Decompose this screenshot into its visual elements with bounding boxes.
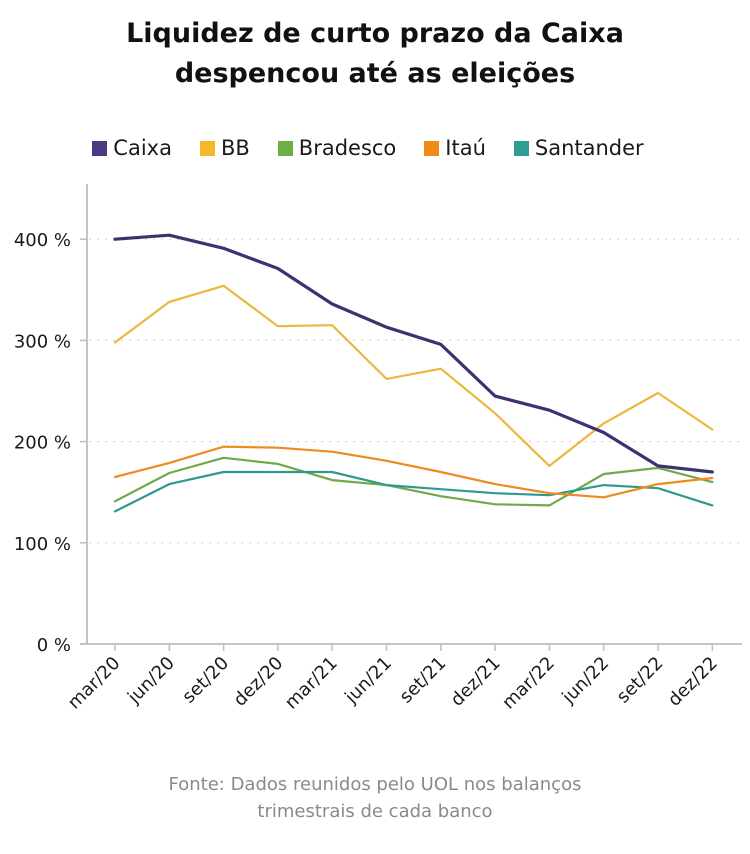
x-tick-label: dez/21 bbox=[447, 653, 505, 711]
chart-title-line-2: despencou até as eleições bbox=[174, 58, 576, 89]
legend-item-bb: BB bbox=[199, 136, 250, 160]
series-lines bbox=[113, 233, 714, 513]
x-tick-label: jun/20 bbox=[123, 653, 179, 709]
x-tick-label: set/22 bbox=[613, 653, 668, 708]
x-tick-label: set/21 bbox=[396, 653, 451, 708]
x-tick-label: jun/22 bbox=[558, 653, 614, 709]
legend-label-itau: Itaú bbox=[445, 136, 486, 160]
y-tick-label: 100 % bbox=[14, 534, 71, 555]
line-chart: 0 %100 %200 %300 %400 % mar/20 jun/20 set/… bbox=[14, 184, 742, 713]
series-line-santander bbox=[113, 470, 714, 513]
legend-label-caixa: Caixa bbox=[113, 136, 172, 160]
legend-swatch-bb bbox=[199, 140, 215, 156]
legend-item-itau: Itaú bbox=[424, 136, 486, 160]
y-ticks: 0 % 100 % 200 % 300 % 400 % bbox=[14, 230, 87, 656]
chart-title: Liquidez de curto prazo da Caixa despenc… bbox=[0, 14, 750, 94]
y-tick-label: 0 % bbox=[37, 635, 71, 656]
source-note-line-2: trimestrais de cada banco bbox=[257, 801, 493, 822]
legend-item-santander: Santander bbox=[513, 136, 644, 160]
source-note-line-1: Fonte: Dados reunidos pelo UOL nos balan… bbox=[168, 774, 582, 795]
legend-label-santander: Santander bbox=[534, 136, 644, 160]
x-tick-label: mar/21 bbox=[281, 653, 342, 714]
x-tick-label: mar/20 bbox=[64, 653, 125, 714]
x-tick-label: set/20 bbox=[178, 653, 233, 708]
series-line-itau bbox=[113, 445, 714, 499]
chart-title-line-1: Liquidez de curto prazo da Caixa bbox=[126, 18, 624, 49]
legend-swatch-caixa bbox=[92, 140, 108, 156]
legend-swatch-santander bbox=[513, 140, 529, 156]
x-tick-label: dez/20 bbox=[230, 653, 288, 711]
legend-item-bradesco: Bradesco bbox=[277, 136, 397, 160]
legend-item-caixa: Caixa bbox=[92, 136, 172, 160]
legend-label-bb: BB bbox=[220, 136, 250, 160]
y-tick-label: 200 % bbox=[14, 433, 71, 454]
series-line-bradesco bbox=[113, 456, 714, 507]
legend-swatch-itau bbox=[424, 140, 440, 156]
y-tick-label: 300 % bbox=[14, 331, 71, 352]
axes bbox=[80, 184, 742, 645]
series-line-bb bbox=[113, 284, 714, 467]
source-note: Fonte: Dados reunidos pelo UOL nos balan… bbox=[0, 771, 750, 825]
y-tick-label: 400 % bbox=[14, 230, 71, 251]
x-tick-label: dez/22 bbox=[664, 653, 722, 711]
x-tick-label: mar/22 bbox=[498, 653, 559, 714]
legend: Caixa BB Bradesco Itaú Santander bbox=[0, 136, 750, 160]
series-line-caixa bbox=[113, 233, 714, 474]
x-tick-label: jun/21 bbox=[340, 653, 396, 709]
legend-label-bradesco: Bradesco bbox=[298, 136, 397, 160]
gridlines bbox=[89, 238, 742, 544]
legend-swatch-bradesco bbox=[277, 140, 293, 156]
